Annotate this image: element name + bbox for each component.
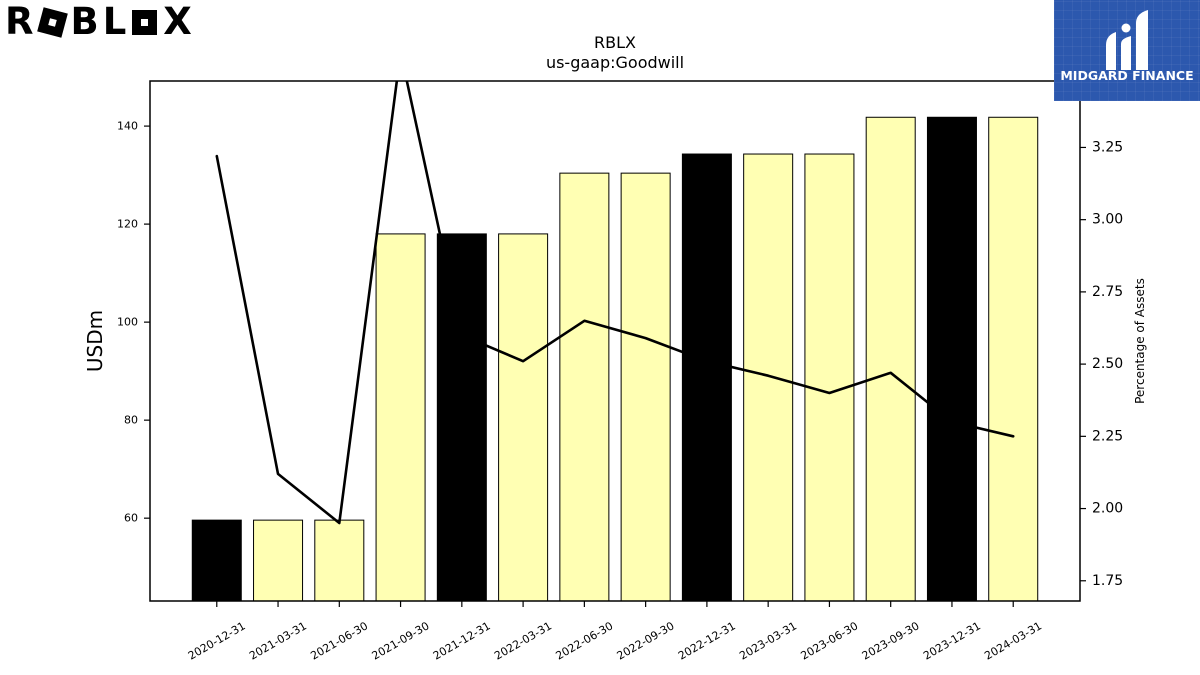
x-tick-label: 2022-03-31 [492, 619, 554, 662]
x-tick-label: 2022-09-30 [615, 619, 677, 662]
midgard-finance-logo: MIDGARD FINANCE [1054, 0, 1200, 101]
y2-tick-label: 2.25 [1092, 428, 1123, 444]
y-axis-label: USDm [83, 310, 107, 372]
x-tick-label: 2022-06-30 [553, 619, 615, 662]
midgard-icon [1106, 10, 1148, 70]
midgard-icon-left-stroke [1106, 32, 1116, 70]
x-tick-label: 2023-06-30 [798, 619, 860, 662]
y-tick-label: 120 [117, 218, 138, 231]
bar-2023-06-30 [804, 153, 855, 601]
roblox-logo-o-square [36, 6, 68, 38]
y-tick-label: 140 [117, 120, 138, 133]
y2-tick-label: 2.75 [1092, 284, 1123, 300]
x-tick-label: 2023-03-31 [737, 619, 799, 662]
x-tick-label: 2021-06-30 [308, 619, 370, 662]
bar-2023-12-31 [926, 116, 977, 601]
x-tick-label: 2021-12-31 [431, 619, 493, 662]
chart-subtitle: us-gaap:Goodwill [546, 53, 684, 72]
bar-2021-06-30 [314, 519, 365, 601]
midgard-icon-dot [1121, 23, 1131, 33]
bar-2023-09-30 [865, 116, 916, 601]
roblox-logo-letter: X [163, 0, 192, 43]
bar-2024-03-31 [988, 116, 1039, 601]
x-axis: 2020-12-31 2021-03-31 2021-06-30 2021-09-30… [186, 601, 1044, 663]
bar-2021-12-31 [436, 233, 487, 601]
chart-title: RBLX [594, 33, 636, 52]
roblox-logo-letter: R [5, 0, 34, 43]
bar-2022-09-30 [620, 172, 671, 601]
roblox-logo-o-square [130, 8, 159, 37]
y-tick-label: 80 [124, 414, 138, 427]
y-tick-label: 60 [124, 512, 138, 525]
y2-tick-label: 2.50 [1092, 356, 1123, 372]
x-tick-label: 2020-12-31 [186, 619, 248, 662]
x-tick-label: 2024-03-31 [982, 619, 1044, 662]
y2-tick-label: 3.00 [1092, 212, 1123, 228]
percentage-of-assets-line [215, 81, 1015, 525]
bar-2022-12-31 [681, 153, 732, 601]
line-series [215, 81, 1015, 525]
y-axis-left: 60 80 100 120 140 [117, 120, 150, 525]
bar-2021-09-30 [375, 233, 426, 601]
bar-2022-03-31 [498, 233, 549, 601]
y2-axis-label: Percentage of Assets [1133, 278, 1147, 404]
y2-tick-label: 3.25 [1092, 139, 1123, 155]
plot-frame [149, 80, 1081, 602]
midgard-icon-middle-stroke [1121, 36, 1131, 70]
x-tick-label: 2023-09-30 [860, 619, 922, 662]
y2-tick-label: 2.00 [1092, 501, 1123, 517]
bar-2021-03-31 [253, 519, 304, 601]
x-tick-label: 2021-09-30 [370, 619, 432, 662]
bar-series [191, 116, 1039, 601]
bar-2022-06-30 [559, 172, 610, 601]
x-tick-label: 2022-12-31 [676, 619, 738, 662]
bar-2023-03-31 [743, 153, 794, 601]
y-tick-label: 100 [117, 316, 138, 329]
y-axis-right: 1.75 2.00 2.25 2.50 2.75 3.00 3.25 [1080, 139, 1123, 589]
roblox-logo-letter: L [102, 0, 127, 43]
x-tick-label: 2023-12-31 [921, 619, 983, 662]
x-tick-label: 2021-03-31 [247, 619, 309, 662]
bar-2020-12-31 [191, 519, 242, 601]
roblox-logo-letter: B [70, 0, 99, 43]
midgard-icon-right-stroke [1136, 10, 1148, 70]
midgard-logo-text: MIDGARD FINANCE [1060, 68, 1194, 83]
y2-tick-label: 1.75 [1092, 573, 1123, 589]
